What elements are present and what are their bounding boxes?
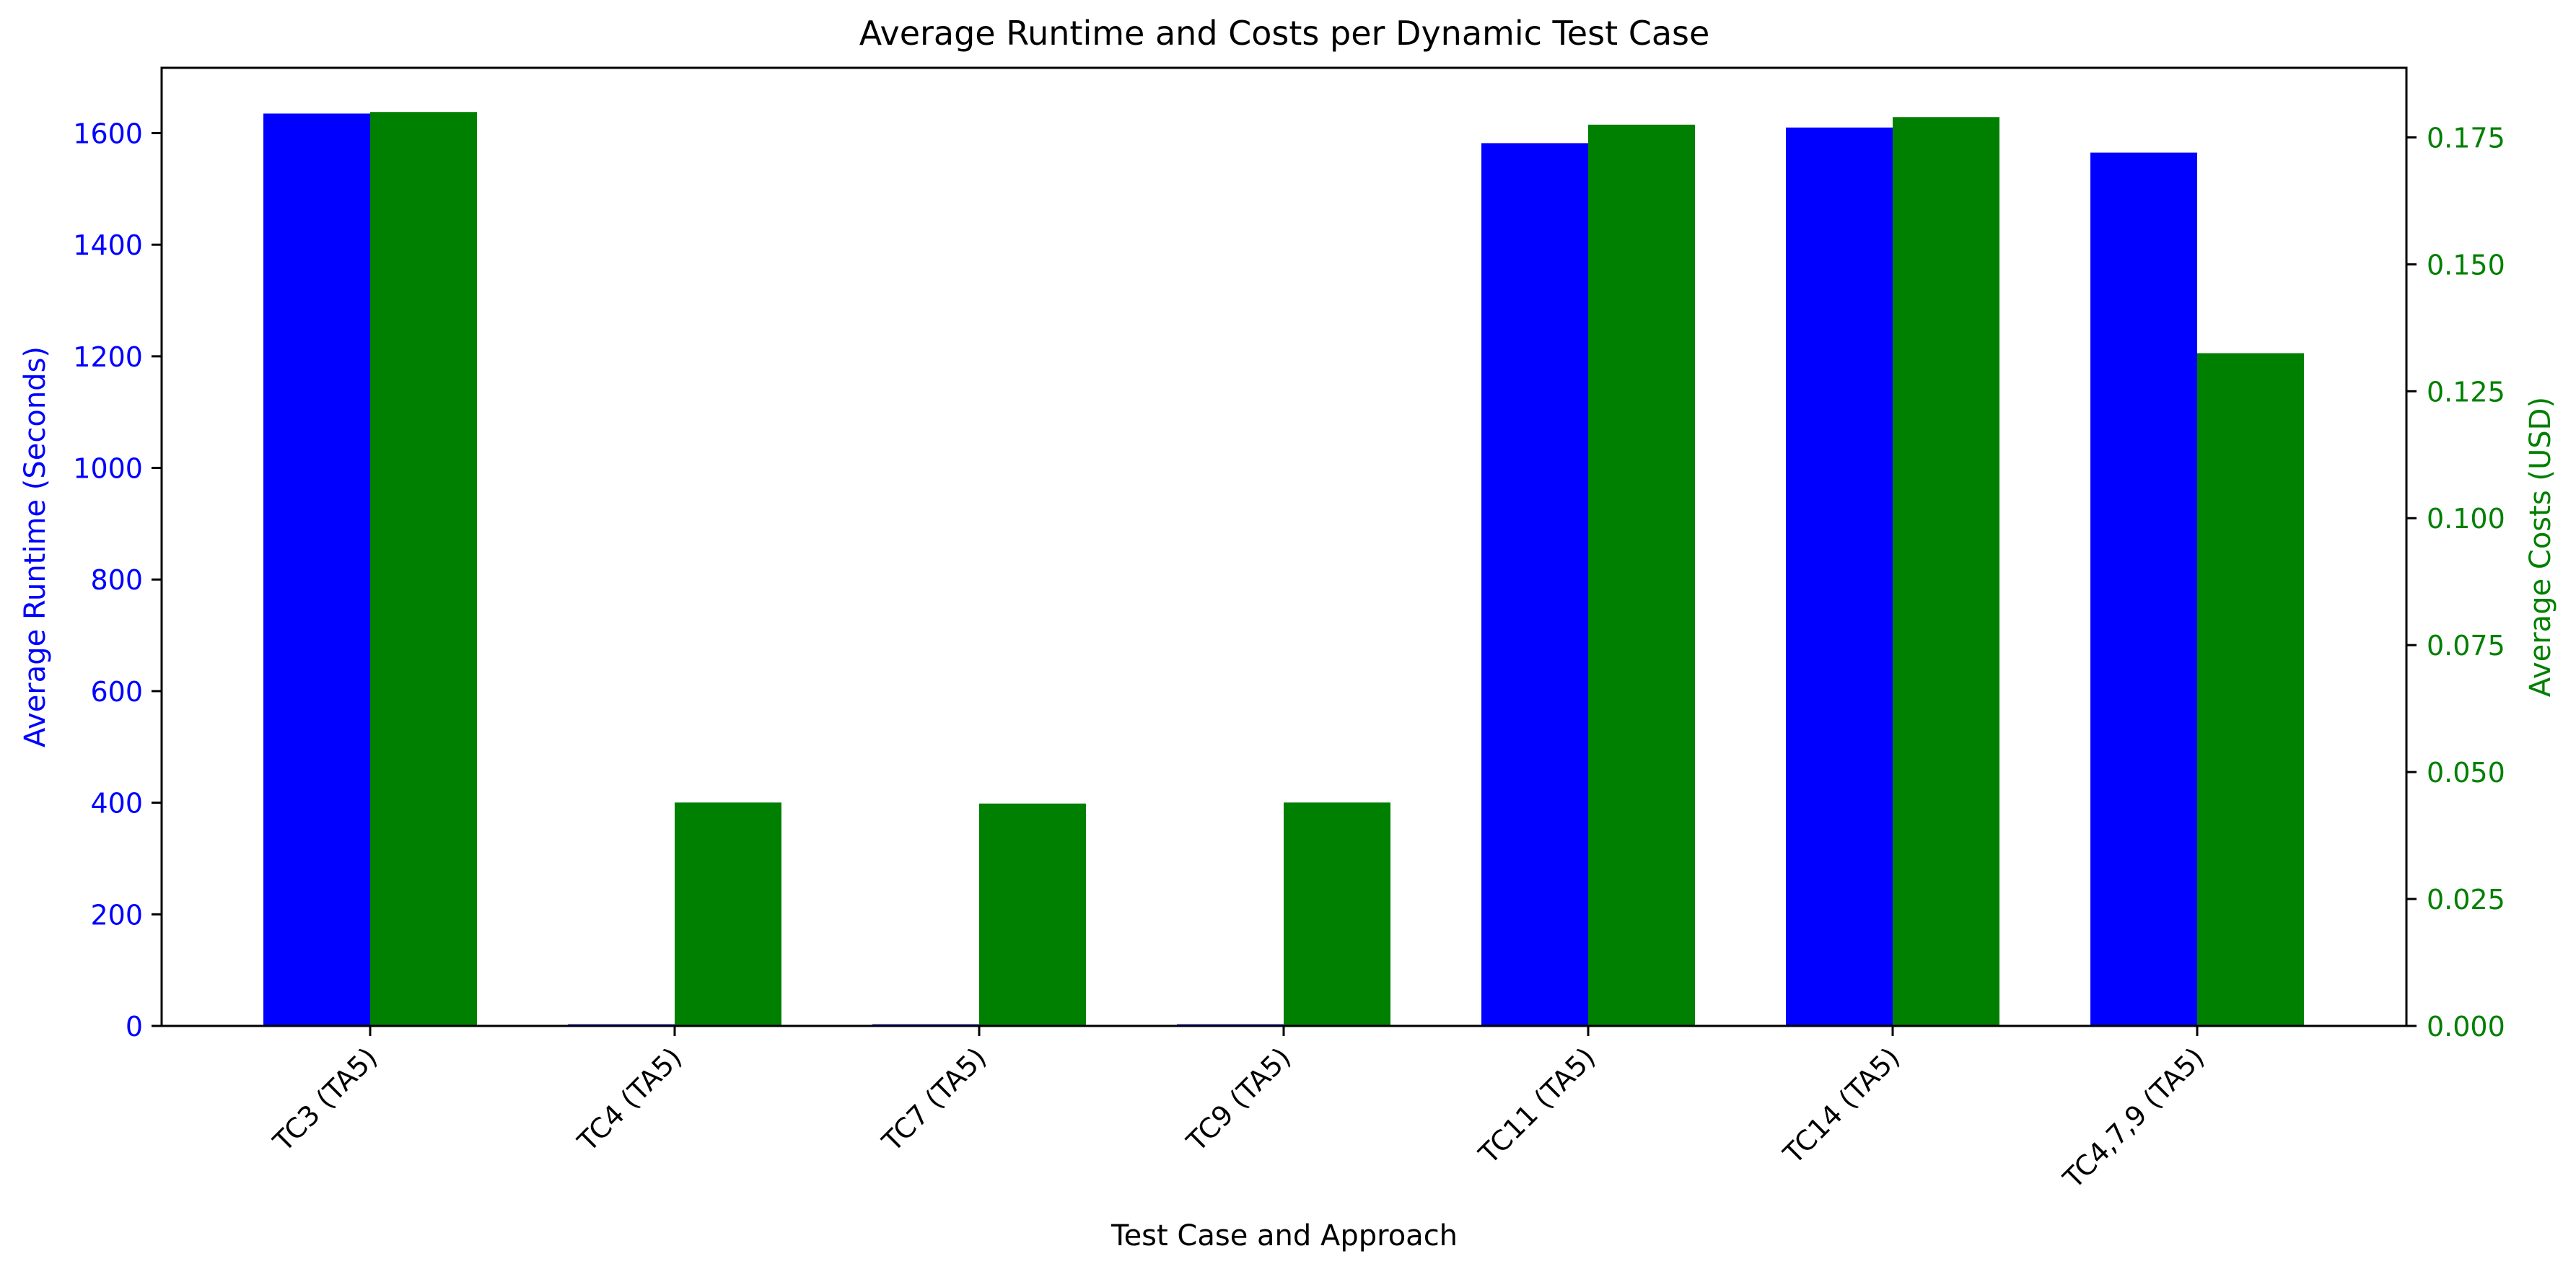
runtime-bar — [1481, 143, 1588, 1026]
x-tick-label: TC4 (TA5) — [571, 1041, 688, 1158]
right-y-tick-label: 0.175 — [2427, 122, 2505, 154]
x-tick-label: TC7 (TA5) — [876, 1041, 993, 1158]
x-axis: TC3 (TA5) TC4 (TA5) TC7 (TA5) TC9 (TA5) TC11… — [267, 1026, 2210, 1195]
right-y-tick-label: 0.100 — [2427, 503, 2505, 535]
cost-bar — [370, 112, 477, 1027]
runtime-bar — [263, 113, 370, 1026]
right-y-tick-label: 0.050 — [2427, 757, 2505, 789]
left-y-axis-label: Average Runtime (Seconds) — [19, 346, 52, 747]
cost-bar — [979, 803, 1086, 1026]
right-y-tick-label: 0.125 — [2427, 376, 2505, 408]
left-y-tick-label: 600 — [90, 676, 143, 708]
left-y-tick-label: 400 — [90, 788, 143, 820]
chart-title: Average Runtime and Costs per Dynamic Te… — [859, 14, 1710, 53]
cost-bar — [2197, 353, 2304, 1026]
x-axis-label: Test Case and Approach — [1110, 1219, 1458, 1252]
right-y-tick-label: 0.025 — [2427, 884, 2505, 916]
x-tick-label: TC9 (TA5) — [1180, 1041, 1297, 1158]
cost-bar — [1893, 117, 1999, 1026]
left-y-tick-label: 1200 — [73, 341, 143, 373]
x-tick-label: TC4,7,9 (TA5) — [2056, 1041, 2210, 1195]
runtime-bars — [263, 113, 2197, 1026]
x-tick-label: TC3 (TA5) — [267, 1041, 384, 1158]
x-tick-label: TC11 (TA5) — [1472, 1041, 1601, 1170]
right-y-axis: 0.000 0.025 0.050 0.075 0.100 0.125 0.150 0.175 — [2406, 122, 2505, 1043]
cost-bar — [1284, 802, 1390, 1026]
right-y-tick-label: 0.000 — [2427, 1011, 2505, 1043]
cost-bar — [1588, 124, 1695, 1026]
left-y-tick-label: 1400 — [73, 229, 143, 261]
left-y-axis: 0 200 400 600 800 1000 1200 1400 1600 — [73, 118, 162, 1043]
x-tick-label: TC14 (TA5) — [1777, 1041, 1906, 1170]
right-y-axis-label: Average Costs (USD) — [2524, 397, 2557, 697]
right-y-tick-label: 0.150 — [2427, 249, 2505, 281]
left-y-tick-label: 800 — [90, 564, 143, 596]
left-y-tick-label: 1600 — [73, 118, 143, 149]
right-y-tick-label: 0.075 — [2427, 630, 2505, 662]
cost-bar — [675, 802, 781, 1026]
left-y-tick-label: 0 — [126, 1011, 143, 1043]
runtime-bar — [2090, 152, 2197, 1026]
runtime-bar — [1786, 127, 1893, 1026]
left-y-tick-label: 1000 — [73, 453, 143, 485]
cost-bars — [370, 112, 2304, 1027]
left-y-tick-label: 200 — [90, 899, 143, 931]
